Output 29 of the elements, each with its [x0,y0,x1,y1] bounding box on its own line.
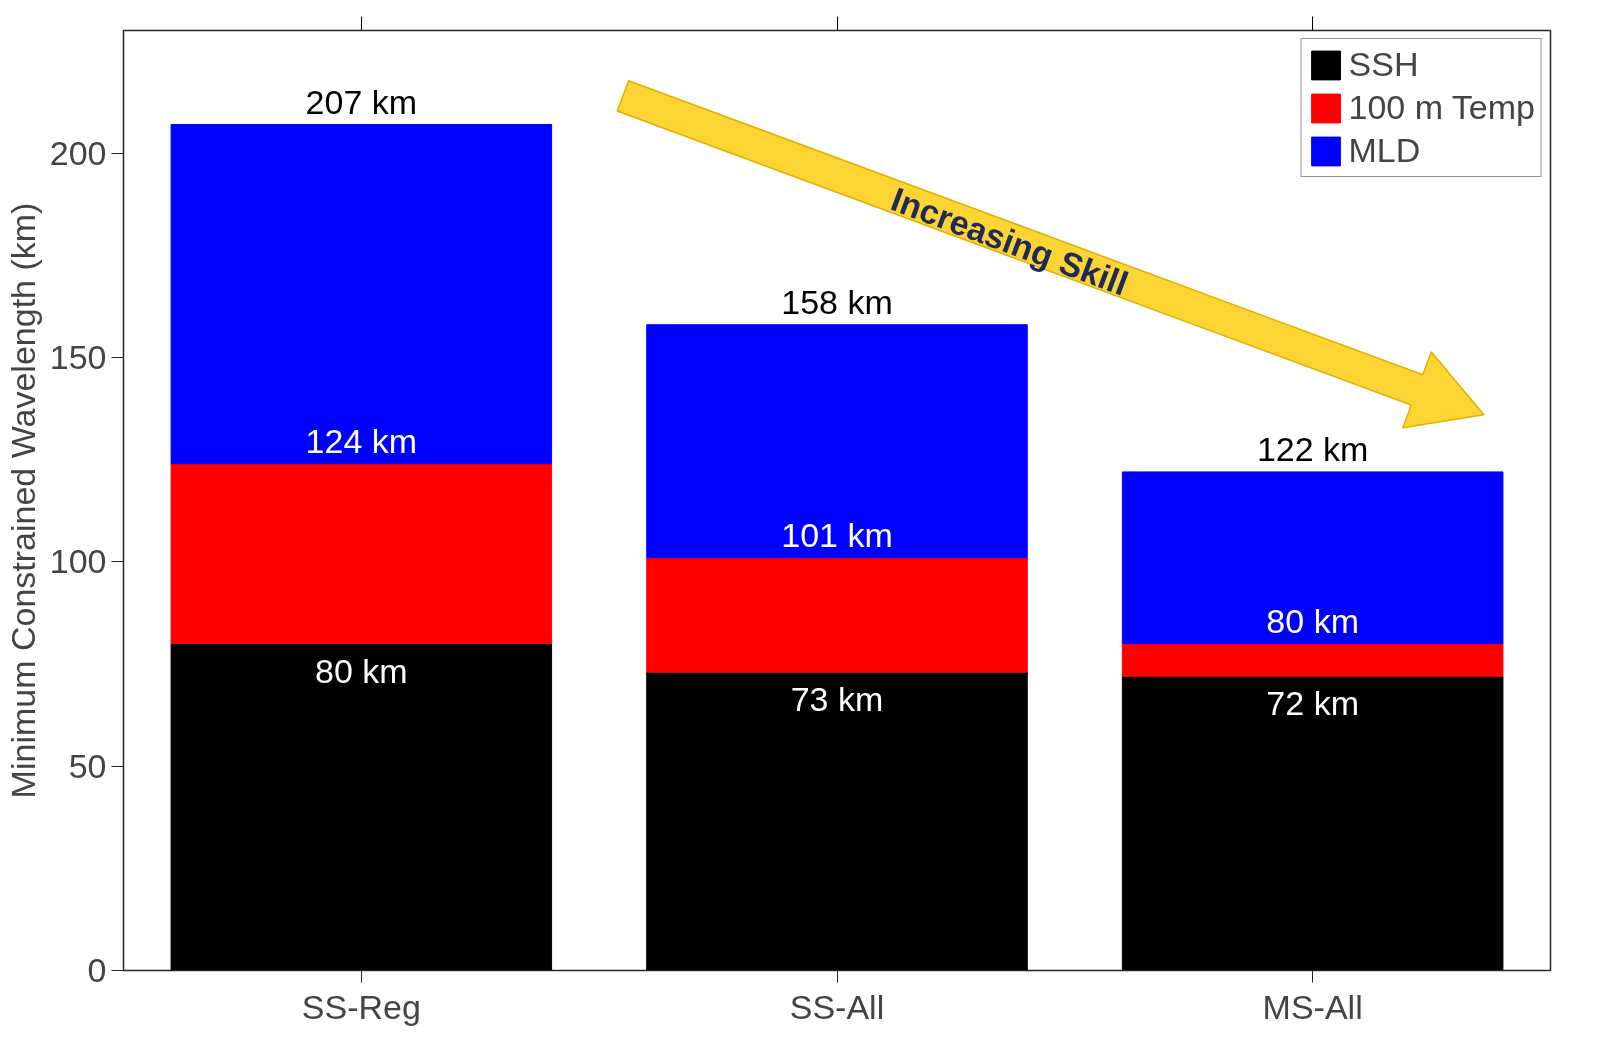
annotation: 101 km [781,515,893,554]
y-tick-label: 200 [49,133,107,172]
annotation: 80 km [1266,601,1359,640]
annotation: 124 km [305,421,418,460]
data-label: 73 km [790,680,884,719]
y-tick-label: 0 [87,951,107,989]
x-tick-label: MS-All [1262,987,1363,1026]
y-tick-label: 150 [49,337,107,376]
total-label: 122 km [1256,429,1369,468]
total-label: 158 km [781,282,893,321]
bar [170,643,553,971]
bar [1121,643,1504,677]
legend-label: SSH [1348,45,1419,84]
bar [646,671,1028,971]
bar [1121,675,1504,971]
bar [646,557,1028,673]
data-label: 72 km [1266,684,1359,723]
x-tick-label: SS-All [789,987,885,1026]
total-label: 207 km [305,82,418,121]
legend-label: MLD [1348,131,1421,170]
y-tick-label: 50 [68,746,107,785]
y-tick-label: 100 [49,542,107,581]
x-tick-label: SS-Reg [301,987,421,1026]
legend-label: 100 m Temp [1348,88,1535,127]
bar [170,463,553,645]
bar [1121,471,1504,645]
bar [170,124,553,465]
data-label: 80 km [315,651,408,690]
y-axis-title: Minimum Constrained Wavelength (km) [3,202,42,799]
